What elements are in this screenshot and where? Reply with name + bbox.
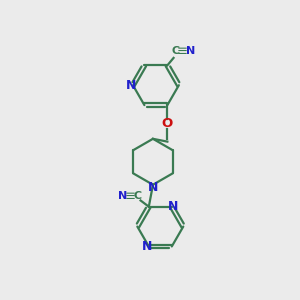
Text: N: N: [126, 79, 136, 92]
Text: C: C: [134, 191, 142, 201]
Text: N: N: [148, 181, 158, 194]
Text: N: N: [168, 200, 179, 213]
Text: ≡: ≡: [125, 190, 136, 203]
Text: N: N: [118, 191, 128, 201]
Text: O: O: [162, 117, 173, 130]
Text: N: N: [186, 46, 195, 56]
Text: ≡: ≡: [177, 45, 188, 58]
Text: C: C: [171, 46, 179, 56]
Text: N: N: [142, 240, 152, 253]
